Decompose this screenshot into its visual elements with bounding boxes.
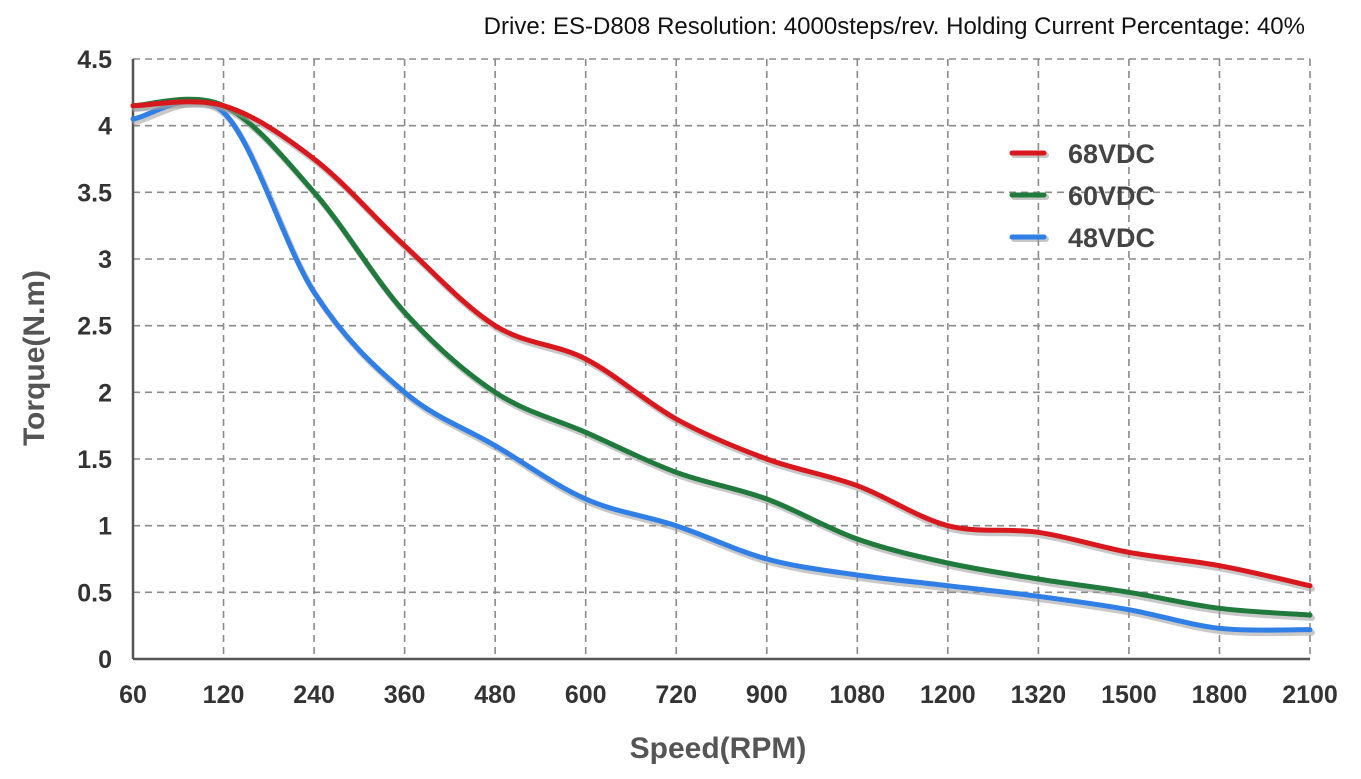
y-tick-label: 0.5 — [77, 579, 112, 607]
y-tick-label: 4 — [98, 113, 112, 141]
x-tick-label: 1320 — [1011, 681, 1067, 709]
series-shadow-68vdc — [132, 101, 1315, 592]
series-shadow-60vdc — [132, 99, 1315, 621]
chart-title: Drive: ES-D808 Resolution: 4000steps/rev… — [484, 13, 1305, 40]
y-tick-label: 1 — [98, 513, 112, 541]
x-tick-label: 240 — [293, 681, 335, 709]
y-tick-label: 1.5 — [77, 446, 112, 474]
y-tick-label: 0 — [98, 646, 112, 674]
y-tick-label: 2 — [98, 379, 112, 407]
x-tick-label: 360 — [384, 681, 426, 709]
x-tick-label: 1080 — [829, 681, 885, 709]
x-tick-label: 1800 — [1192, 681, 1248, 709]
series-lines — [130, 96, 1315, 637]
x-tick-label: 60 — [119, 681, 147, 709]
x-tick-label: 480 — [474, 681, 516, 709]
y-tick-labels: 0 0.5 1 1.5 2 2.5 3 3.5 4 4.5 — [77, 46, 112, 674]
x-tick-label: 900 — [746, 681, 788, 709]
x-tick-label: 1200 — [920, 681, 976, 709]
legend-label-60vdc: 60VDC — [1068, 181, 1155, 211]
x-tick-labels: 60 120 240 360 480 600 720 900 1080 1200 1320 1500 1… — [119, 681, 1338, 709]
series-line-68vdc — [130, 99, 1313, 589]
series-line-60vdc — [130, 96, 1313, 618]
series-line-48vdc — [130, 98, 1313, 633]
x-tick-label: 720 — [655, 681, 697, 709]
grid — [133, 58, 1311, 659]
legend: 68VDC 60VDC 48VDC — [1009, 139, 1155, 253]
legend-label-48vdc: 48VDC — [1068, 223, 1155, 253]
x-tick-label: 1500 — [1101, 681, 1157, 709]
y-tick-label: 3 — [98, 246, 112, 274]
axes — [131, 59, 1310, 661]
y-tick-label: 4.5 — [77, 46, 112, 74]
x-tick-label: 120 — [203, 681, 245, 709]
y-axis-label: Torque(N.m) — [18, 270, 51, 446]
y-tick-label: 3.5 — [77, 179, 112, 207]
x-tick-label: 600 — [565, 681, 607, 709]
legend-label-68vdc: 68VDC — [1068, 139, 1155, 169]
x-axis-label: Speed(RPM) — [630, 732, 807, 765]
x-tick-label: 2100 — [1282, 681, 1338, 709]
y-tick-label: 2.5 — [77, 313, 112, 341]
